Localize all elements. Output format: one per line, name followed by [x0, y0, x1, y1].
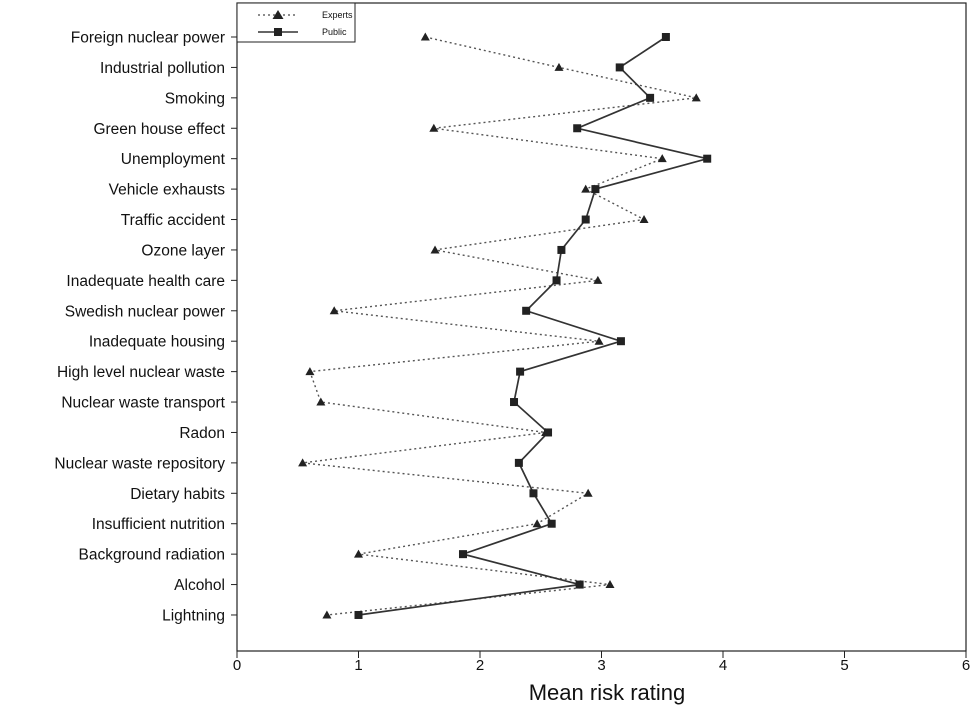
- experts-point: [429, 123, 439, 132]
- public-point: [514, 458, 523, 467]
- experts-point: [639, 215, 649, 224]
- experts-point: [554, 62, 564, 71]
- category-label: Traffic accident: [121, 212, 226, 229]
- category-label: Ozone layer: [141, 242, 225, 259]
- x-axis-title: Mean risk rating: [529, 680, 686, 705]
- public-point: [615, 63, 624, 72]
- category-label: Alcohol: [174, 577, 225, 594]
- category-label: Industrial pollution: [100, 60, 225, 77]
- x-axis-ticks: [236, 651, 967, 658]
- series-line-public: [358, 36, 708, 616]
- public-point: [646, 93, 655, 102]
- experts-point: [316, 397, 326, 406]
- category-label: Vehicle exhausts: [109, 182, 226, 199]
- public-point: [661, 33, 670, 41]
- legend-public-label: Public: [322, 27, 347, 37]
- category-label: High level nuclear waste: [57, 364, 225, 381]
- experts-point: [594, 336, 604, 345]
- x-tick-label: 1: [354, 657, 362, 674]
- public-point: [510, 398, 519, 407]
- experts-point: [691, 93, 701, 102]
- experts-point: [322, 610, 332, 619]
- public-point: [354, 610, 363, 619]
- x-tick-label: 6: [962, 657, 970, 674]
- experts-point: [605, 580, 615, 589]
- category-label: Nuclear waste transport: [61, 395, 225, 412]
- experts-point: [420, 32, 430, 41]
- public-point: [581, 215, 590, 224]
- category-label: Smoking: [165, 90, 225, 107]
- experts-point: [430, 245, 440, 254]
- category-label: Dietary habits: [130, 486, 225, 503]
- x-tick-label: 2: [476, 657, 484, 674]
- category-label: Insufficient nutrition: [92, 516, 225, 533]
- public-point: [703, 154, 712, 163]
- legend-box: [236, 2, 356, 43]
- x-tick-label: 3: [597, 657, 605, 674]
- category-label: Inadequate housing: [89, 334, 225, 351]
- x-tick-label: 5: [840, 657, 848, 674]
- series-line-experts: [302, 36, 697, 616]
- plot-frame: [236, 2, 967, 652]
- public-point: [516, 367, 525, 376]
- legend: Experts Public: [236, 2, 356, 43]
- category-label: Nuclear waste repository: [54, 455, 225, 472]
- category-label: Swedish nuclear power: [65, 303, 225, 320]
- experts-point: [298, 458, 308, 467]
- experts-point: [532, 519, 542, 528]
- legend-public-square-icon: [274, 28, 282, 36]
- public-point: [575, 580, 584, 589]
- y-axis-ticks: [231, 36, 237, 616]
- experts-point: [329, 306, 339, 315]
- experts-point: [593, 275, 603, 284]
- category-label: Green house effect: [93, 121, 225, 138]
- public-point: [522, 306, 531, 315]
- legend-experts-triangle-icon: [272, 10, 284, 19]
- category-label: Inadequate health care: [66, 273, 225, 290]
- public-point: [616, 337, 625, 346]
- experts-point: [305, 367, 315, 376]
- series-experts: [298, 32, 701, 619]
- public-point: [529, 489, 538, 498]
- series-layer: [298, 32, 712, 619]
- public-point: [547, 519, 556, 528]
- category-label: Lightning: [162, 607, 225, 624]
- public-point: [552, 276, 561, 285]
- category-label: Background radiation: [79, 547, 226, 564]
- legend-experts-label: Experts: [322, 10, 353, 20]
- experts-point: [581, 184, 591, 193]
- public-point: [458, 550, 467, 559]
- category-labels: Foreign nuclear power Industrial pollutio…: [54, 30, 225, 625]
- experts-point: [354, 549, 363, 558]
- series-public: [354, 33, 712, 619]
- public-point: [557, 245, 566, 254]
- category-label: Radon: [179, 425, 225, 442]
- public-point: [573, 124, 582, 133]
- x-tick-label: 4: [719, 657, 727, 674]
- category-label: Foreign nuclear power: [71, 30, 225, 47]
- public-point: [591, 185, 600, 194]
- x-tick-label: 0: [233, 657, 241, 674]
- category-label: Unemployment: [121, 151, 226, 168]
- experts-point: [583, 488, 593, 497]
- x-axis-tick-labels: 0 1 2 3 4 5 6: [233, 657, 970, 674]
- experts-point: [657, 154, 667, 163]
- public-point: [544, 428, 553, 437]
